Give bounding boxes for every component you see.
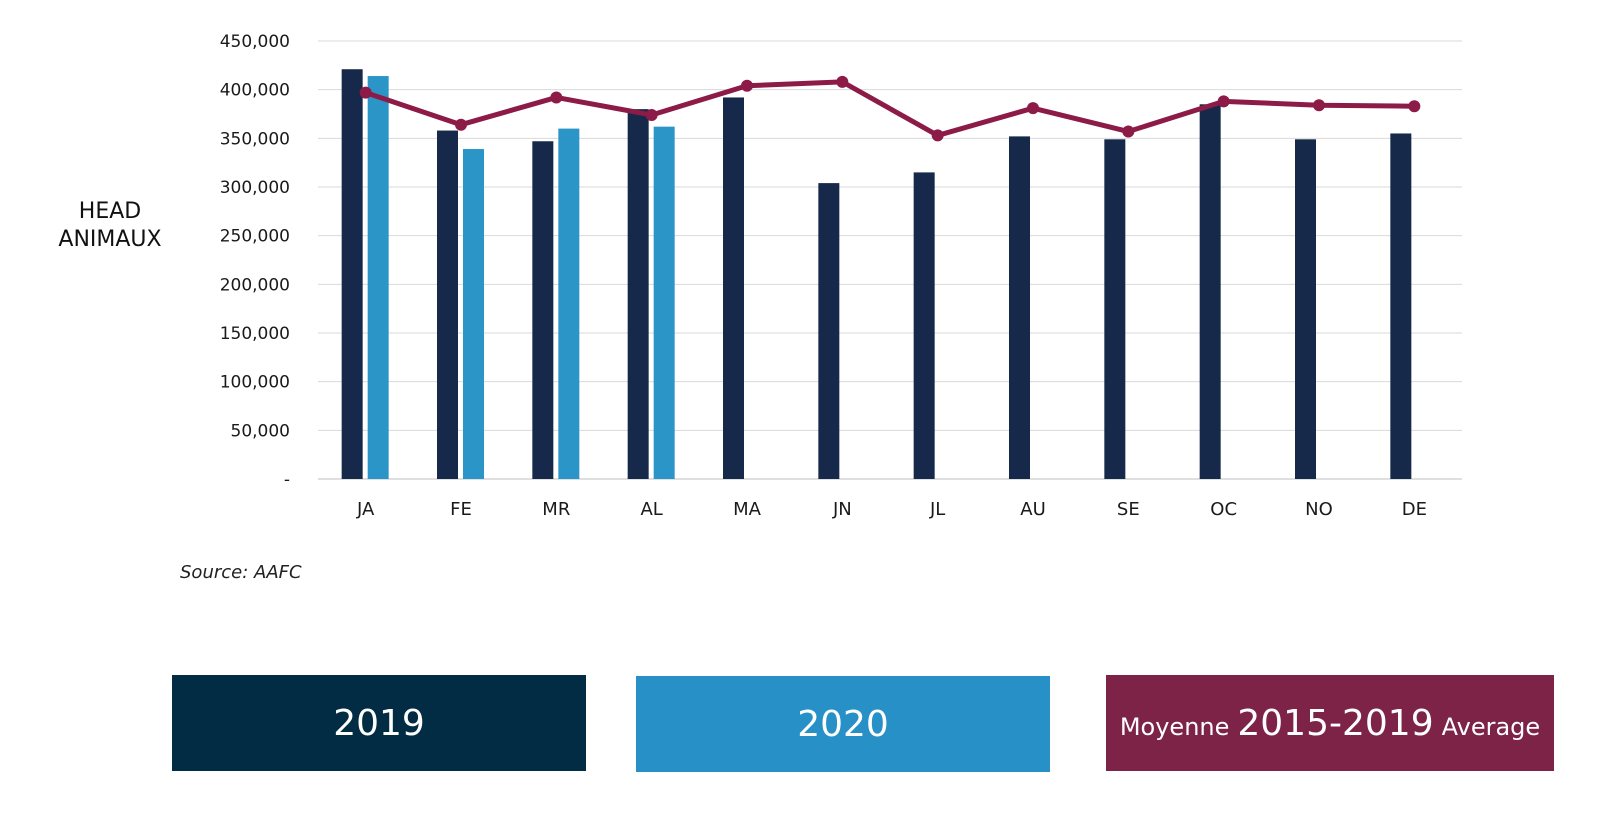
x-tick-label: AU (1020, 499, 1046, 520)
source-note: Source: AAFC (180, 562, 302, 583)
y-tick-label: 300,000 (220, 178, 290, 198)
bar-2020 (653, 126, 675, 480)
bar-2019 (1390, 133, 1412, 479)
bar-2020 (367, 76, 389, 479)
bar-2019 (1104, 139, 1126, 479)
average-point (1217, 95, 1230, 108)
y-tick-label: 150,000 (220, 324, 290, 344)
x-tick-label: AL (640, 499, 662, 520)
bar-2020 (558, 128, 580, 479)
x-tick-label: FE (450, 499, 472, 520)
average-point (359, 86, 372, 99)
bar-2019 (437, 130, 458, 479)
y-tick-label: 250,000 (220, 227, 290, 247)
average-point (931, 129, 944, 142)
y-axis-title: HEAD ANIMAUX (40, 198, 180, 254)
y-tick-label: 450,000 (220, 32, 290, 52)
legend-label-2020: 2020 (797, 703, 889, 745)
legend-average-suffix: Average (1441, 713, 1541, 741)
bar-2020 (463, 149, 484, 480)
average-point (1027, 102, 1039, 115)
x-tick-label: DE (1402, 499, 1427, 520)
y-tick-label: 100,000 (220, 373, 290, 393)
average-line (363, 79, 1417, 138)
x-tick-label: MA (733, 499, 762, 520)
x-tick-label: MR (542, 499, 570, 520)
average-point (455, 118, 467, 131)
average-point (1122, 125, 1135, 138)
x-tick-label: JA (356, 499, 375, 520)
bar-2019 (532, 141, 554, 479)
bar-2019 (1199, 104, 1221, 480)
y-axis-title-line-2: ANIMAUX (58, 227, 162, 252)
legend-label-2019: 2019 (333, 702, 425, 744)
bar-2019 (1009, 136, 1030, 480)
legend-item-average: Moyenne 2015-2019 Average (1106, 675, 1554, 771)
bar-2019 (913, 172, 935, 479)
average-point (1408, 100, 1421, 113)
x-tick-label: JL (929, 499, 945, 520)
legend-average-years: 2015-2019 (1237, 702, 1434, 744)
x-tick-label: SE (1117, 499, 1140, 520)
y-tick-label: 400,000 (220, 81, 290, 101)
bar-2019 (627, 109, 649, 479)
y-tick-label: 200,000 (220, 275, 290, 295)
average-point (836, 75, 849, 88)
legend-item-2019: 2019 (172, 675, 586, 771)
x-tick-label: NO (1305, 499, 1333, 520)
y-tick-label: - (284, 470, 290, 490)
bar-2019 (341, 69, 363, 479)
legend-item-2020: 2020 (636, 676, 1050, 772)
x-tick-label: JN (832, 499, 852, 520)
average-point (645, 108, 658, 121)
bar-2019 (1295, 139, 1316, 479)
legend-average-prefix: Moyenne (1119, 713, 1230, 741)
bar-2019 (818, 183, 840, 479)
y-axis-title-line-1: HEAD (78, 199, 142, 224)
chart: - 50,000 100,000 150,000 200,000 250,000 300,0… (220, 32, 1462, 520)
y-tick-label: 350,000 (220, 129, 290, 149)
average-point (550, 91, 563, 104)
x-tick-label: OC (1210, 499, 1237, 520)
bar-2019 (723, 97, 744, 479)
y-tick-label: 50,000 (231, 421, 290, 441)
average-point (1313, 99, 1325, 112)
average-point (741, 79, 753, 92)
